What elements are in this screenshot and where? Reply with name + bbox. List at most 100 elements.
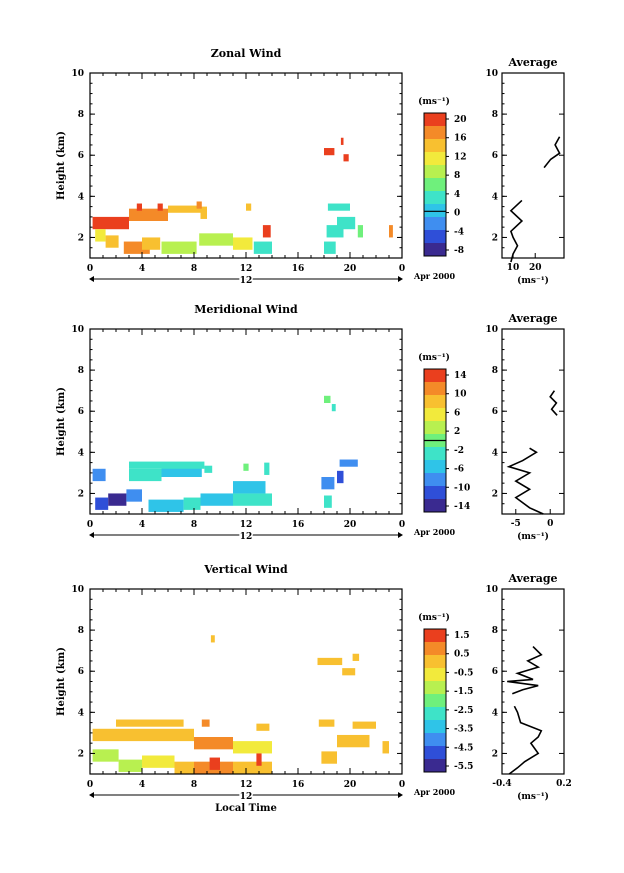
heatmap-cell (136, 203, 142, 211)
heatmap-cell (118, 759, 142, 772)
colorbar-segment (424, 126, 446, 140)
heatmap-cell (129, 208, 168, 221)
colorbar-tick-label: -0.5 (454, 668, 473, 678)
y-tick-label: 6 (78, 667, 84, 677)
heatmap-cell (92, 216, 129, 230)
heatmap-cell (233, 493, 272, 506)
colorbar-tick-label: -14 (454, 502, 470, 512)
y-tick-label: 6 (78, 407, 84, 417)
heatmap-cell (324, 241, 336, 254)
profile-x-tick-label: -0.4 (492, 779, 511, 789)
heatmap-cell (142, 755, 175, 768)
heatmap-cell (233, 761, 272, 774)
heatmap-cell (233, 237, 253, 250)
x-tick-label: 12 (240, 780, 253, 790)
panel-2 (89, 588, 565, 798)
x-tick-label: 4 (139, 780, 145, 790)
colorbar-segment (424, 733, 446, 747)
heatmap-cell (233, 481, 266, 494)
colorbar-tick-label: -4 (454, 227, 464, 237)
heatmap-cell (317, 657, 343, 666)
heatmap-cell (327, 203, 350, 211)
colorbar-segment (424, 681, 446, 695)
heatmap-cell (339, 459, 358, 467)
x-tick-label: 20 (344, 520, 357, 530)
day-axis-arrow-left (89, 276, 94, 282)
heatmap-cell (129, 468, 162, 482)
colorbar-segment (424, 668, 446, 682)
heatmap-cell (108, 493, 127, 506)
profile-x-tick-label: 0 (547, 519, 553, 529)
colorbar-segment (424, 629, 446, 643)
colorbar-segment (424, 369, 446, 383)
profile-y-tick-label: 6 (492, 407, 498, 417)
x-tick-label: 0 (87, 520, 93, 530)
heatmap-cell (324, 148, 335, 156)
colorbar-units: (ms⁻¹) (418, 352, 450, 363)
day-label: 12 (240, 532, 253, 542)
heatmap-cell (337, 470, 344, 484)
profile-line (549, 390, 558, 416)
heatmap-cell (174, 761, 194, 774)
heatmap-cell (262, 225, 271, 238)
colorbar-tick-label: 12 (454, 152, 467, 162)
profile-y-tick-label: 8 (492, 366, 498, 376)
heatmap-cell (194, 737, 233, 750)
colorbar-segment (424, 191, 446, 205)
heatmap-cell (233, 741, 272, 754)
colorbar-tick-label: 14 (454, 371, 467, 381)
y-tick-label: 4 (78, 192, 84, 202)
plot-frame (89, 72, 403, 259)
day-axis-arrow-left (89, 532, 94, 538)
x-tick-label: 4 (139, 520, 145, 530)
colorbar-segment (424, 460, 446, 474)
x-tick-label: 8 (191, 780, 197, 790)
colorbar-tick-label: 6 (454, 408, 460, 418)
profile-line (506, 447, 544, 515)
colorbar-tick-label: 8 (454, 171, 460, 181)
heatmap-cell (201, 719, 210, 727)
colorbar-segment (424, 243, 446, 257)
colorbar-segment (424, 113, 446, 127)
heatmap-cell (382, 741, 389, 754)
colorbar-tick-label: -2.5 (454, 706, 473, 716)
day-axis-arrow-left (89, 792, 94, 798)
colorbar-segment (424, 473, 446, 487)
x-tick-label: 16 (292, 264, 305, 274)
profile-y-tick-label: 10 (485, 585, 498, 595)
x-tick-label: 12 (240, 520, 253, 530)
colorbar-tick-label: 1.5 (454, 631, 470, 641)
x-tick-label: 8 (191, 264, 197, 274)
colorbar-segment (424, 642, 446, 656)
x-tick-label: 16 (292, 520, 305, 530)
colorbar-segment (424, 759, 446, 773)
colorbar-segment (424, 499, 446, 513)
heatmap-cell (264, 462, 270, 475)
profile-y-tick-label: 4 (492, 708, 498, 718)
heatmap-cell (352, 721, 376, 729)
colorbar-segment (424, 720, 446, 734)
day-label: 12 (240, 792, 253, 802)
colorbar-tick-label: -5.5 (454, 762, 473, 772)
profile-y-tick-label: 10 (485, 325, 498, 335)
colorbar-segment (424, 178, 446, 192)
heatmap-cell (352, 653, 360, 661)
colorbar-segment (424, 746, 446, 760)
heatmap-cell (256, 723, 270, 731)
y-axis-label: Height (km) (56, 647, 67, 716)
profile-y-tick-label: 6 (492, 151, 498, 161)
y-axis-label: Height (km) (56, 387, 67, 456)
y-tick-label: 10 (71, 325, 84, 335)
heatmap-cell (256, 753, 262, 766)
colorbar-segment (424, 655, 446, 669)
profile-x-tick-label: 10 (507, 263, 520, 273)
colorbar-segment (424, 408, 446, 422)
heatmap-cell (331, 404, 336, 412)
profile-title: Average (507, 56, 557, 69)
profile-title: Average (507, 572, 557, 585)
heatmap-cell (321, 477, 335, 490)
y-tick-label: 6 (78, 151, 84, 161)
colorbar-tick-label: 10 (454, 390, 467, 400)
x-tick-label: 20 (344, 780, 357, 790)
